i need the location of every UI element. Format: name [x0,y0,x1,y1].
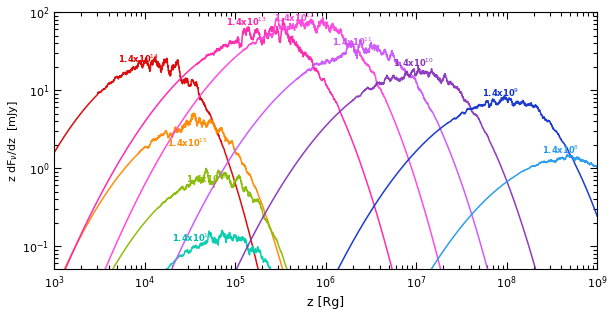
X-axis label: z [Rg]: z [Rg] [307,296,345,309]
Text: 1.4x10$^{15}$: 1.4x10$^{15}$ [167,137,208,149]
Text: 1.4x10$^{13}$: 1.4x10$^{13}$ [226,15,267,28]
Y-axis label: z dF$_\nu$/dz  [mJy]: z dF$_\nu$/dz [mJy] [6,100,20,182]
Text: 1.4x10$^{16}$: 1.4x10$^{16}$ [186,173,227,185]
Text: 1.4x10$^{14}$: 1.4x10$^{14}$ [118,53,159,65]
Text: 1.4x10$^{11}$: 1.4x10$^{11}$ [332,36,373,48]
Text: 1.4x10$^{17}$: 1.4x10$^{17}$ [172,232,213,244]
Text: 1.4x10$^{10}$: 1.4x10$^{10}$ [393,57,434,69]
Text: 1.4x10$^{8}$: 1.4x10$^{8}$ [543,144,579,156]
Text: 1.4x10$^{9}$: 1.4x10$^{9}$ [482,86,519,99]
Text: 1.4x10$^{12}$: 1.4x10$^{12}$ [273,11,314,24]
